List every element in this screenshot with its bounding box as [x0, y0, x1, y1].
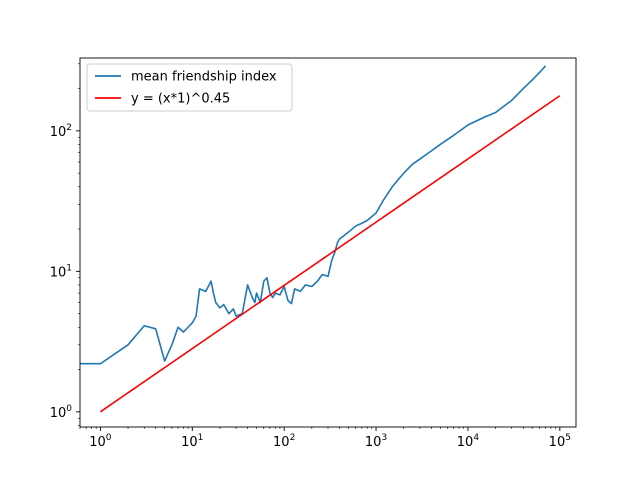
x-tick-label: 102 — [273, 433, 295, 450]
y-axis-ticks: 100 101 102 — [50, 63, 80, 426]
legend-box — [86, 63, 293, 112]
series-layer — [80, 65, 561, 413]
x-tick: 102 — [273, 427, 295, 450]
x-tick-label: 105 — [549, 433, 571, 450]
legend-label-power-law-fit: y = (x*1)^0.45 — [131, 92, 230, 107]
y-tick: 100 — [50, 404, 80, 421]
y-tick-label: 101 — [50, 263, 72, 280]
y-tick-label: 102 — [50, 123, 72, 140]
x-tick-label: 100 — [89, 433, 112, 450]
plot-area — [80, 58, 576, 427]
x-tick-label: 104 — [457, 433, 480, 450]
y-tick-label: 100 — [50, 404, 73, 421]
legend: mean friendship index y = (x*1)^0.45 — [86, 63, 293, 112]
x-tick: 104 — [457, 427, 480, 450]
x-tick-label: 103 — [365, 433, 387, 450]
x-tick: 100 — [89, 427, 112, 450]
x-tick-label: 101 — [181, 433, 203, 450]
series-line-power-law-fit — [99, 95, 561, 413]
y-tick: 101 — [50, 263, 80, 280]
legend-label-mean-friendship-index: mean friendship index — [131, 70, 277, 85]
x-tick: 105 — [549, 427, 571, 450]
series-line-mean-friendship-index — [80, 65, 547, 365]
x-tick: 103 — [365, 427, 387, 450]
x-axis-ticks: 100 101 102 103 104 105 — [79, 427, 571, 450]
y-tick: 102 — [50, 123, 80, 140]
x-tick: 101 — [181, 427, 203, 450]
